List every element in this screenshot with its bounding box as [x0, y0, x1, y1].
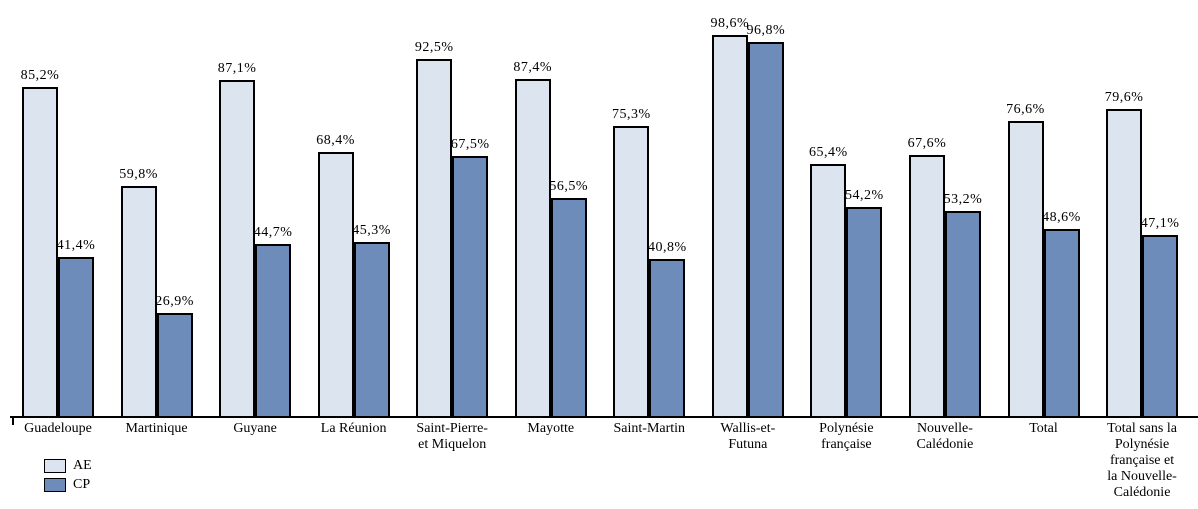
category-label-8: Wallis-et- Futuna	[720, 421, 776, 452]
bar-value-label-ae-9: 65,4%	[809, 145, 848, 160]
bar-value-label-ae-10: 67,6%	[907, 136, 947, 151]
category-label-10: Nouvelle- Calédonie	[916, 421, 974, 452]
bar-value-label-cp-9: 54,2%	[845, 188, 884, 203]
category-label-3: Guyane	[233, 421, 277, 436]
category-label-5: Saint-Pierre- et Miquelon	[416, 421, 488, 452]
bar-value-label-ae-2: 59,8%	[119, 167, 158, 182]
bar-ae-6	[514, 79, 551, 417]
bar-cp-3	[255, 244, 292, 417]
bar-cp-10	[944, 211, 981, 417]
bar-cp-12	[1142, 235, 1179, 417]
x-axis-left-tick	[12, 416, 14, 425]
bar-ae-1	[22, 87, 58, 417]
bar-cp-5	[452, 156, 489, 417]
bar-cp-7	[649, 259, 686, 417]
bar-value-label-ae-1: 85,2%	[20, 68, 60, 83]
category-label-12: Total sans la Polynésie française et la …	[1107, 421, 1177, 500]
bar-cp-1	[58, 257, 94, 417]
legend-label-ae: AE	[73, 457, 92, 473]
bar-ae-8	[711, 35, 748, 417]
chart-legend: AE CP	[44, 456, 92, 494]
category-label-9: Polynésie française	[819, 421, 874, 452]
bar-value-label-ae-12: 79,6%	[1104, 90, 1144, 105]
category-label-4: La Réunion	[320, 421, 387, 436]
bar-ae-4	[317, 152, 354, 417]
bar-ae-7	[613, 126, 650, 417]
category-label-2: Martinique	[125, 421, 188, 436]
category-label-11: Total	[1029, 421, 1058, 436]
legend-swatch-cp	[44, 477, 66, 492]
legend-item-cp: CP	[44, 475, 92, 494]
x-axis-line	[10, 416, 1198, 418]
bar-value-label-ae-8: 98,6%	[710, 16, 750, 31]
bar-ae-5	[416, 59, 453, 417]
bar-value-label-cp-8: 96,8%	[746, 23, 786, 38]
category-label-7: Saint-Martin	[613, 421, 686, 436]
bar-ae-2	[120, 186, 157, 417]
bar-cp-2	[156, 313, 193, 417]
bar-value-label-ae-7: 75,3%	[611, 107, 651, 122]
bar-value-label-cp-10: 53,2%	[943, 192, 983, 207]
bar-value-label-cp-12: 47,1%	[1140, 216, 1180, 231]
bar-value-label-cp-2: 26,9%	[155, 294, 194, 309]
bar-value-label-cp-5: 67,5%	[450, 137, 490, 152]
bar-value-label-cp-7: 40,8%	[647, 240, 687, 255]
bar-value-label-ae-11: 76,6%	[1006, 102, 1045, 117]
legend-item-ae: AE	[44, 456, 92, 475]
bar-value-label-cp-11: 48,6%	[1042, 210, 1081, 225]
bar-value-label-cp-3: 44,7%	[253, 225, 293, 240]
bar-cp-4	[353, 242, 390, 417]
bar-value-label-ae-3: 87,1%	[217, 61, 257, 76]
bar-ae-11	[1007, 121, 1044, 417]
bar-ae-12	[1106, 109, 1143, 417]
bar-cp-11	[1043, 229, 1080, 417]
bar-value-label-cp-6: 56,5%	[549, 179, 589, 194]
bar-value-label-cp-4: 45,3%	[352, 223, 391, 238]
category-label-6: Mayotte	[527, 421, 575, 436]
bar-value-label-ae-4: 68,4%	[316, 133, 355, 148]
bar-value-label-cp-1: 41,4%	[56, 238, 96, 253]
bar-ae-10	[908, 155, 945, 417]
bar-ae-3	[219, 80, 256, 417]
category-label-1: Guadeloupe	[24, 421, 92, 436]
bar-value-label-ae-6: 87,4%	[513, 60, 553, 75]
bar-value-label-ae-5: 92,5%	[414, 40, 454, 55]
legend-swatch-ae	[44, 458, 66, 473]
bar-cp-8	[747, 42, 784, 417]
legend-label-cp: CP	[73, 476, 91, 492]
bar-cp-9	[846, 207, 883, 417]
bar-ae-9	[810, 164, 847, 417]
bar-cp-6	[550, 198, 587, 417]
